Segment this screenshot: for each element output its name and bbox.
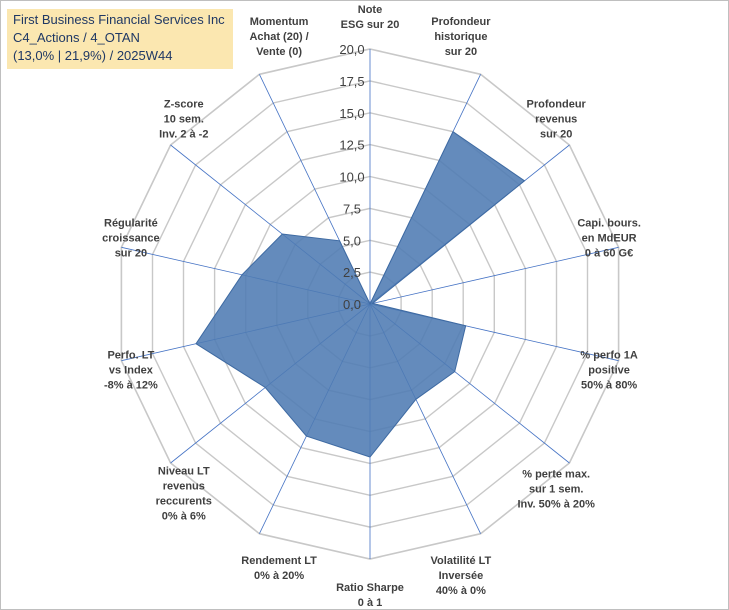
axis-label: Rendement LT 0% à 20% xyxy=(241,555,317,582)
axis-label: Ratio Sharpe 0 à 1 xyxy=(336,582,404,609)
axis-label-line: sur 20 xyxy=(540,129,572,141)
radar-series xyxy=(195,130,526,458)
axis-label-line: positive xyxy=(588,365,630,377)
axis-labels: Note ESG sur 20 Profondeur historique sur 20… xyxy=(102,4,641,609)
axis-label: Profondeur revenus sur 20 xyxy=(527,99,587,141)
axis-spoke xyxy=(369,246,619,305)
tick-label: 10,0 xyxy=(339,170,364,185)
axis-label-line: Capi. bours. xyxy=(577,218,641,230)
tick-label: 2,5 xyxy=(343,265,361,280)
axis-label: Régularité croissance sur 20 xyxy=(102,218,159,260)
axis-label-line: historique xyxy=(434,31,487,43)
axis-label: Niveau LT revenus reccurents 0% à 6% xyxy=(156,466,212,523)
tick-label: 0,0 xyxy=(343,297,361,312)
axis-label: Capi. bours. en MdEUR 0 à 60 G€ xyxy=(577,218,641,260)
tick-label: 15,0 xyxy=(339,106,364,121)
axis-label-line: sur 20 xyxy=(445,46,477,58)
axis-label-line: Momentum xyxy=(250,16,309,28)
axis-label-line: Rendement LT xyxy=(241,555,317,567)
axis-label: Profondeur historique sur 20 xyxy=(431,16,491,58)
tick-label: 12,5 xyxy=(339,138,364,153)
axis-label-line: 10 sem. xyxy=(164,114,204,126)
axis-label-line: Vente (0) xyxy=(256,46,302,58)
axis-label-line: 50% à 80% xyxy=(581,380,637,392)
axis-label-line: vs Index xyxy=(109,365,154,377)
axis-label-line: 40% à 0% xyxy=(436,585,486,597)
chart-title-box: First Business Financial Services Inc C4… xyxy=(7,9,233,69)
axis-label-line: sur 1 sem. xyxy=(529,483,583,495)
axis-label-line: Inv. 50% à 20% xyxy=(517,498,595,510)
axis-label-line: Inv. 2 à -2 xyxy=(159,129,208,141)
axis-label-line: reccurents xyxy=(156,496,212,508)
axis-label-line: revenus xyxy=(535,114,577,126)
tick-label: 7,5 xyxy=(343,201,361,216)
axis-label-line: en MdEUR xyxy=(582,233,637,245)
axis-label: Perfo. LT vs Index -8% à 12% xyxy=(104,350,158,392)
axis-label-line: Ratio Sharpe xyxy=(336,582,404,594)
axis-label: % perte max. sur 1 sem. Inv. 50% à 20% xyxy=(517,468,595,510)
axis-label-line: Note xyxy=(358,4,382,16)
chart-title: First Business Financial Services Inc xyxy=(13,12,225,27)
axis-label-line: Z-score xyxy=(164,99,204,111)
axis-label-line: 0 à 1 xyxy=(358,597,382,609)
axis-label: Momentum Achat (20) / Vente (0) xyxy=(249,16,308,58)
axis-label-line: Volatilité LT xyxy=(431,555,492,567)
axis-label: Volatilité LT Inversée 40% à 0% xyxy=(431,555,492,597)
axis-label-line: croissance xyxy=(102,233,159,245)
tick-label: 17,5 xyxy=(339,74,364,89)
axis-label-line: 0 à 60 G€ xyxy=(585,248,633,260)
axis-label-line: Niveau LT xyxy=(158,466,210,478)
axis-label-line: ESG sur 20 xyxy=(341,19,400,31)
axis-label-line: % perte max. xyxy=(522,468,590,480)
axis-label: Z-score 10 sem. Inv. 2 à -2 xyxy=(159,99,208,141)
axis-label-line: 0% à 6% xyxy=(162,511,206,523)
axis-label-line: Achat (20) / xyxy=(249,31,308,43)
axis-label-line: Régularité xyxy=(104,218,158,230)
axis-label-line: -8% à 12% xyxy=(104,380,158,392)
axis-label-line: 0% à 20% xyxy=(254,570,304,582)
tick-label: 20,0 xyxy=(339,42,364,57)
chart-subtitle: C4_Actions / 4_OTAN xyxy=(13,30,140,45)
radial-tick-labels: 0,0 2,5 5,0 7,5 10,0 12,5 15,0 17,5 20,0 xyxy=(339,42,364,312)
axis-label: Note ESG sur 20 xyxy=(341,4,400,31)
axis-label-line: Profondeur xyxy=(527,99,587,111)
axis-label-line: % perfo 1A xyxy=(580,350,638,362)
axis-label-line: revenus xyxy=(163,481,205,493)
axis-label-line: Perfo. LT xyxy=(107,350,154,362)
axis-label-line: Inversée xyxy=(439,570,484,582)
axis-label: % perfo 1A positive 50% à 80% xyxy=(580,350,638,392)
axis-label-line: Profondeur xyxy=(431,16,491,28)
tick-label: 5,0 xyxy=(343,233,361,248)
chart-period: (13,0% | 21,9%) / 2025W44 xyxy=(13,48,173,63)
axis-label-line: sur 20 xyxy=(115,248,147,260)
